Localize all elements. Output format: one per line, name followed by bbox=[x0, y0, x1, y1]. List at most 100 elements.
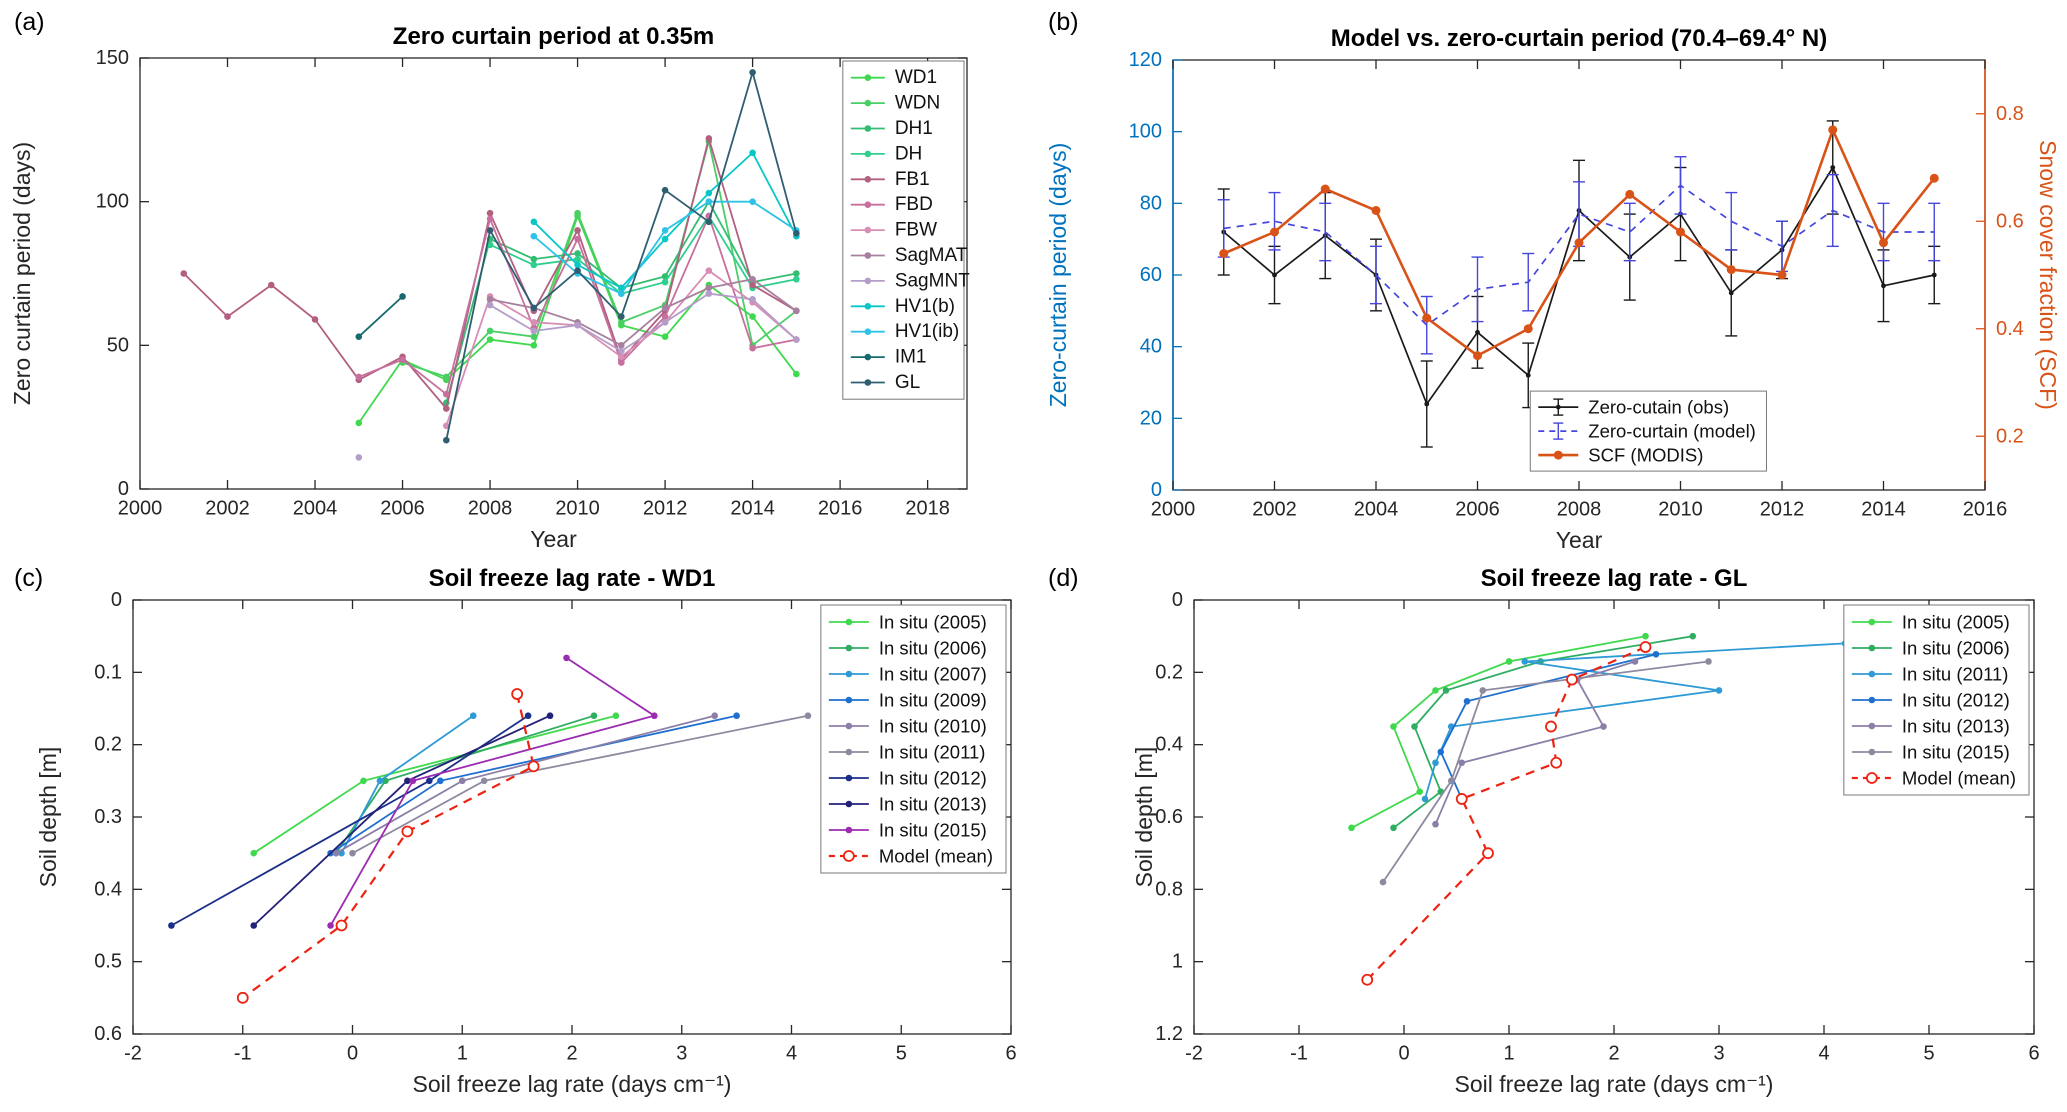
ticks-and-labels: -2 -1 0 1 2 3 4 5 6 0 0.1 0.2 0.3 0.4 0.5 0.6 bbox=[94, 589, 1016, 1065]
chart-title: Soil freeze lag rate - GL bbox=[1481, 565, 1748, 592]
x-tick-label: 2008 bbox=[468, 498, 513, 520]
y2-tick-label: 0.6 bbox=[1996, 210, 2024, 232]
x-tick-label: 0 bbox=[1398, 1043, 1409, 1065]
series-in-situ-2009- bbox=[327, 712, 740, 857]
legend-label: SagMAT bbox=[895, 245, 968, 266]
legend-item: Zero-cutain (obs) bbox=[1538, 397, 1729, 418]
legend-item: In situ (2015) bbox=[1851, 742, 2010, 763]
legend-item: Zero-curtain (model) bbox=[1538, 421, 1756, 442]
legend-label: Model (mean) bbox=[879, 846, 993, 867]
legend-label: In situ (2011) bbox=[879, 742, 986, 763]
axes-box bbox=[139, 57, 968, 490]
x-tick-label: 3 bbox=[1713, 1043, 1724, 1065]
legend-label: WD1 bbox=[895, 67, 937, 88]
y-tick-label: 100 bbox=[1129, 121, 1162, 143]
y-tick-label: 50 bbox=[107, 334, 129, 356]
chart-a: 2000 2002 2004 2006 2008 2010 2012 2014 2016 2018… bbox=[9, 23, 970, 552]
legend: In situ (2005) In situ (2006) In situ (200… bbox=[820, 604, 1007, 874]
y-axis-label: Zero-curtain period (days) bbox=[1045, 143, 1071, 408]
legend-label: WDN bbox=[895, 93, 940, 114]
x-tick-label: 2014 bbox=[730, 498, 775, 520]
y-tick-label: 0.6 bbox=[1155, 806, 1183, 828]
legend-item: Model (mean) bbox=[1851, 768, 2016, 789]
y2-tick-label: 0.4 bbox=[1996, 318, 2024, 340]
chart-b: 2000 2002 2004 2006 2008 2010 2012 2014 2016 0 20 4… bbox=[1045, 25, 2061, 553]
y-tick-label: 0 bbox=[111, 589, 122, 611]
x-tick-label: 2002 bbox=[205, 498, 250, 520]
series-gl bbox=[442, 69, 800, 444]
x-tick-label: 4 bbox=[1818, 1043, 1829, 1065]
series-in-situ-2007- bbox=[338, 712, 477, 857]
x-tick-label: 2004 bbox=[1354, 499, 1399, 521]
x-tick-label: 2004 bbox=[293, 498, 338, 520]
x-axis-label: Year bbox=[530, 526, 577, 552]
x-tick-label: 0 bbox=[347, 1043, 358, 1065]
x-tick-label: 2010 bbox=[1658, 499, 1703, 521]
legend-label: Zero-cutain (obs) bbox=[1588, 397, 1729, 418]
legend-item: In situ (2012) bbox=[828, 768, 987, 789]
chart-title: Model vs. zero-curtain period (70.4–69.4… bbox=[1331, 25, 1827, 52]
x-tick-label: 2014 bbox=[1861, 499, 1906, 521]
series-in-situ-2005- bbox=[1348, 632, 1649, 832]
legend-label: FBW bbox=[895, 220, 937, 241]
panel-d-tag: (d) bbox=[1048, 564, 1079, 592]
chart-title: Soil freeze lag rate - WD1 bbox=[429, 565, 716, 592]
legend-item: In situ (2009) bbox=[828, 690, 987, 711]
legend-label: In situ (2006) bbox=[1902, 638, 2010, 659]
legend: WD1 WDN DH1 DH FB1 FBD FBW SagMAT SagMNT HV1(b) HV… bbox=[842, 60, 970, 400]
y-tick-label: 0.2 bbox=[94, 734, 122, 756]
panel-b-tag: (b) bbox=[1048, 8, 1079, 36]
x-tick-label: 6 bbox=[2028, 1043, 2039, 1065]
y-tick-label: 0.8 bbox=[1155, 878, 1183, 900]
y-tick-label: 80 bbox=[1140, 192, 1162, 214]
x-tick-label: 2006 bbox=[1455, 499, 1500, 521]
x-tick-label: 2 bbox=[566, 1043, 577, 1065]
legend-label: HV1(ib) bbox=[895, 321, 959, 342]
legend-label: In situ (2015) bbox=[1902, 742, 2010, 763]
series-hv1-b- bbox=[530, 149, 800, 292]
legend-item: In situ (2011) bbox=[1851, 664, 2008, 685]
y-tick-label: 1 bbox=[1172, 951, 1183, 973]
x-tick-label: 2002 bbox=[1252, 499, 1297, 521]
x-tick-label: 2008 bbox=[1557, 499, 1602, 521]
legend-item: In situ (2015) bbox=[828, 820, 987, 841]
panel-d: (d) -2 -1 0 1 2 3 4 5 6 0 0.2 0.4 0.6 0.8 1 1.2 Soil fre… bbox=[1034, 556, 2067, 1112]
x-tick-label: 2006 bbox=[380, 498, 425, 520]
series-in-situ-2006- bbox=[332, 712, 598, 857]
legend-label: IM1 bbox=[895, 347, 927, 368]
x-axis-label: Year bbox=[1556, 527, 1603, 553]
legend-item: In situ (2007) bbox=[828, 664, 987, 685]
x-tick-label: 6 bbox=[1005, 1043, 1016, 1065]
y-tick-label: 0.2 bbox=[1155, 661, 1183, 683]
series-in-situ-2011- bbox=[349, 712, 812, 857]
chart-c: -2 -1 0 1 2 3 4 5 6 0 0.1 0.2 0.3 0.4 0.5 0.6 Soil freez… bbox=[35, 565, 1017, 1097]
y-tick-label: 0.5 bbox=[94, 951, 122, 973]
y-axis-label: Soil depth [m] bbox=[1131, 747, 1157, 888]
legend-label: In situ (2006) bbox=[879, 638, 987, 659]
legend-item: In situ (2005) bbox=[828, 612, 987, 633]
legend-item: In situ (2005) bbox=[1851, 612, 2010, 633]
legend-item: WD1 bbox=[850, 67, 937, 88]
legend-item: FBD bbox=[850, 194, 933, 215]
panel-a: (a) 2000 2002 2004 2006 2008 2010 2012 2014 2016… bbox=[0, 0, 1033, 556]
legend-item: In situ (2013) bbox=[828, 794, 987, 815]
x-tick-label: 2018 bbox=[905, 498, 950, 520]
legend-item: In situ (2010) bbox=[828, 716, 987, 737]
legend-label: Zero-curtain (model) bbox=[1588, 421, 1756, 442]
x-tick-label: -2 bbox=[1185, 1043, 1203, 1065]
y-tick-label: 0.3 bbox=[94, 806, 122, 828]
chart-d: -2 -1 0 1 2 3 4 5 6 0 0.2 0.4 0.6 0.8 1 1.2 Soil freeze … bbox=[1131, 565, 2040, 1097]
legend-item: FB1 bbox=[850, 169, 930, 190]
x-tick-label: 4 bbox=[786, 1043, 797, 1065]
legend-label: In situ (2013) bbox=[1902, 716, 2010, 737]
legend-item: In situ (2006) bbox=[1851, 638, 2010, 659]
series-im1 bbox=[355, 293, 406, 341]
x-tick-label: 1 bbox=[457, 1043, 468, 1065]
y-tick-label: 150 bbox=[96, 47, 129, 69]
legend-label: GL bbox=[895, 372, 920, 393]
y-tick-label: 120 bbox=[1129, 49, 1162, 71]
legend-label: Model (mean) bbox=[1902, 768, 2016, 789]
legend-label: FBD bbox=[895, 194, 933, 215]
legend-label: SagMNT bbox=[895, 270, 970, 291]
